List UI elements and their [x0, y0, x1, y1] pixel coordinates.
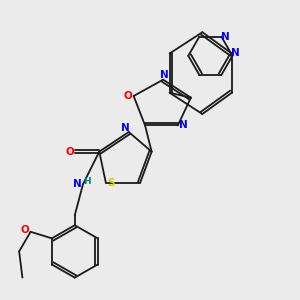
Text: N: N: [160, 70, 169, 80]
Text: H: H: [83, 178, 90, 187]
Text: N: N: [220, 32, 229, 42]
Text: N: N: [122, 124, 130, 134]
Text: O: O: [124, 91, 133, 101]
Text: O: O: [65, 147, 74, 157]
Text: N: N: [179, 121, 188, 130]
Text: O: O: [20, 225, 29, 235]
Text: N: N: [231, 49, 240, 58]
Text: S: S: [107, 178, 115, 188]
Text: N: N: [73, 179, 82, 189]
